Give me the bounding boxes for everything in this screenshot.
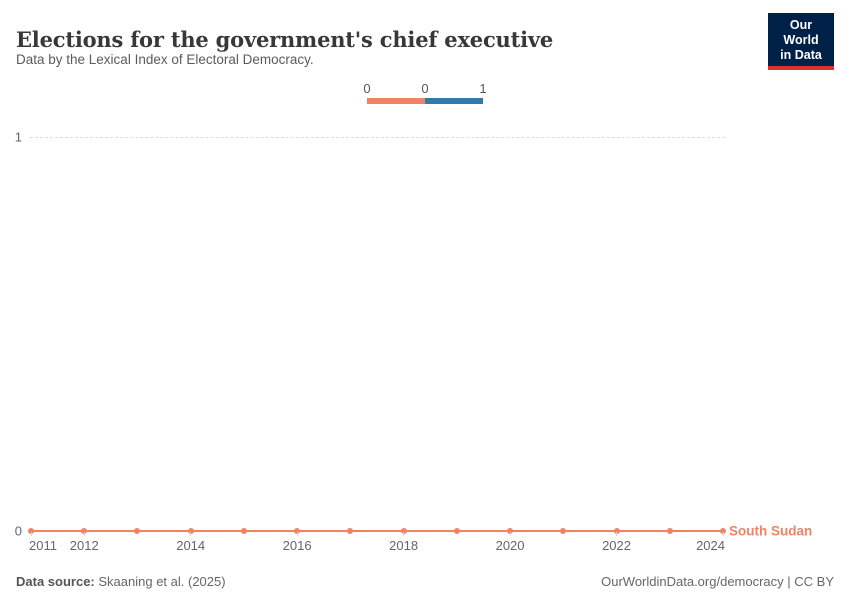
- chart-title: Elections for the government's chief exe…: [16, 27, 554, 53]
- x-axis-tick: [190, 532, 192, 536]
- series-line-south-sudan[interactable]: [31, 529, 723, 533]
- x-axis-tick: [722, 532, 724, 536]
- owid-logo-line2: in Data: [780, 47, 822, 62]
- data-point-2016[interactable]: [294, 528, 301, 534]
- data-point-2017[interactable]: [347, 528, 354, 534]
- y-axis-tick-label: 0: [14, 523, 22, 539]
- entity-label[interactable]: South Sudan: [729, 523, 813, 539]
- x-axis-tick: [509, 532, 511, 536]
- data-point-2015[interactable]: [240, 528, 247, 534]
- data-source-note: Data source: Skaaning et al. (2025): [16, 574, 226, 589]
- data-point-2023[interactable]: [666, 528, 673, 534]
- color-scale-legend: 0 0 1: [363, 81, 487, 105]
- attribution-link[interactable]: OurWorldinData.org/democracy | CC BY: [601, 574, 834, 589]
- data-point-2011[interactable]: [28, 528, 34, 534]
- x-axis-tick: [30, 532, 32, 536]
- owid-logo-line1: Our World: [783, 18, 819, 47]
- x-axis-tick-label: 2022: [602, 538, 631, 553]
- legend-segment-blue[interactable]: [425, 98, 483, 104]
- data-source-label: Data source:: [16, 574, 95, 589]
- data-point-2013[interactable]: [134, 528, 141, 534]
- legend-tick-label: 0: [421, 81, 429, 96]
- data-point-2022[interactable]: [613, 528, 620, 534]
- x-axis-tick: [83, 532, 85, 536]
- legend-bar: [367, 98, 483, 104]
- data-point-2014[interactable]: [187, 528, 194, 534]
- data-point-2021[interactable]: [560, 528, 567, 534]
- data-point-2020[interactable]: [507, 528, 514, 534]
- legend-tick-label: 0: [363, 81, 371, 96]
- x-axis-tick-label: 2014: [176, 538, 206, 553]
- legend-tick-label: 1: [479, 81, 487, 96]
- x-axis-tick: [296, 532, 298, 536]
- x-axis-tick-label: 2024: [696, 538, 725, 553]
- x-axis-tick-label: 2020: [495, 538, 525, 553]
- gridline-y1: [30, 137, 725, 138]
- x-axis-tick-label: 2011: [29, 538, 57, 553]
- owid-logo[interactable]: Our World in Data: [768, 13, 834, 71]
- data-point-2018[interactable]: [400, 528, 407, 534]
- data-point-2024[interactable]: [720, 528, 726, 534]
- y-axis-tick-label: 1: [14, 129, 22, 145]
- x-axis-tick-label: 2018: [389, 538, 419, 553]
- x-axis-tick: [403, 532, 405, 536]
- data-source-value: Skaaning et al. (2025): [98, 574, 226, 589]
- chart-subtitle: Data by the Lexical Index of Electoral D…: [16, 52, 314, 67]
- legend-segment-orange[interactable]: [367, 98, 425, 104]
- data-point-2019[interactable]: [453, 528, 460, 534]
- x-axis-tick-label: 2016: [282, 538, 312, 553]
- x-axis-tick: [616, 532, 618, 536]
- data-point-2012[interactable]: [81, 528, 88, 534]
- x-axis-tick-label: 2012: [69, 538, 99, 553]
